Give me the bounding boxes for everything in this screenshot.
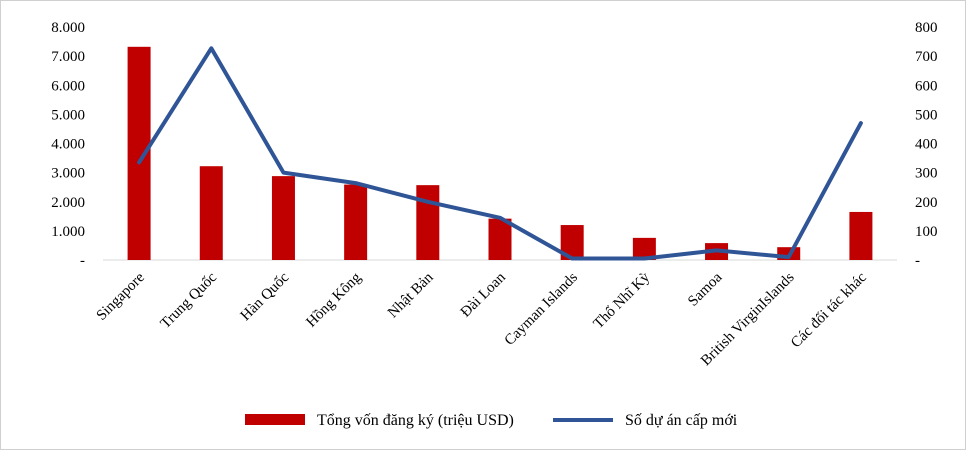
left-tick-label: - [80,253,85,269]
category-label: Trung Quốc [158,269,221,332]
left-tick-label: 1.000 [51,224,85,240]
left-tick-label: 6.000 [51,78,85,94]
right-tick-label: 100 [915,224,938,240]
category-label: Hồng Kông [303,269,364,330]
category-label: Samoa [685,269,725,309]
legend-swatch-bar [245,414,305,425]
right-tick-label: 600 [915,78,938,94]
right-tick-label: 300 [915,166,938,182]
bar [127,46,151,261]
bar [199,166,223,260]
right-tick-label: 500 [915,107,938,123]
right-tick-label: 400 [915,137,938,153]
category-label: Các đối tác khác [788,269,870,351]
legend-label-bar: Tổng vốn đăng ký (triệu USD) [317,412,514,429]
left-tick-label: 3.000 [51,166,85,182]
category-axis: Singapore Trung Quốc Hàn Quốc Hồng Kông Nhật… [94,269,870,369]
category-label: Cayman Islands [502,269,581,348]
left-axis: - 1.000 2.000 3.000 4.000 5.000 6.000 7.000 8.00… [51,20,85,269]
legend: Tổng vốn đăng ký (triệu USD) Số dự án cấ… [245,412,738,429]
category-label: Đài Loan [458,269,509,320]
bar [416,185,440,260]
left-tick-label: 2.000 [51,195,85,211]
legend-label-line: Số dự án cấp mới [625,412,738,429]
right-tick-label: 200 [915,195,938,211]
bar [344,184,368,260]
right-tick-label: - [915,253,920,269]
left-tick-label: 5.000 [51,107,85,123]
category-label: Singapore [94,269,149,324]
bar [271,176,295,260]
bar [560,225,584,260]
left-tick-label: 7.000 [51,49,85,65]
right-axis: - 100 200 300 400 500 600 700 800 [915,20,938,269]
bar [632,237,656,260]
bar [488,218,512,260]
right-tick-label: 800 [915,20,938,36]
left-tick-label: 4.000 [51,137,85,153]
right-tick-label: 700 [915,49,938,65]
bar-series [127,46,873,261]
series-line [137,46,863,261]
category-label: Thổ Nhĩ Kỳ [591,269,654,332]
left-tick-label: 8.000 [51,20,85,36]
category-label: Nhật Bản [385,269,437,321]
line-series [137,46,863,261]
bar [849,211,873,260]
category-label: Hàn Quốc [238,269,293,324]
